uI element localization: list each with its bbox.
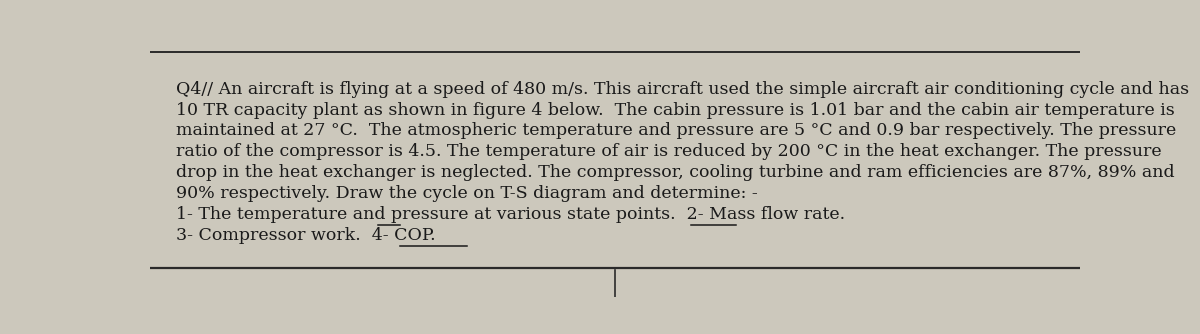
Text: 10 TR capacity plant as shown in figure 4 below.  The cabin pressure is 1.01 bar: 10 TR capacity plant as shown in figure …: [176, 102, 1175, 119]
Text: 3- Compressor work.  4- COP.: 3- Compressor work. 4- COP.: [176, 227, 436, 244]
Text: 1- The temperature and pressure at various state points.  2- Mass flow rate.: 1- The temperature and pressure at vario…: [176, 206, 845, 223]
Text: Q4// An aircraft is flying at a speed of 480 m/s. This aircraft used the simple : Q4// An aircraft is flying at a speed of…: [176, 81, 1189, 98]
Text: maintained at 27 °C.  The atmospheric temperature and pressure are 5 °C and 0.9 : maintained at 27 °C. The atmospheric tem…: [176, 123, 1176, 139]
Text: drop in the heat exchanger is neglected. The compressor, cooling turbine and ram: drop in the heat exchanger is neglected.…: [176, 164, 1175, 181]
Text: 90% respectively. Draw the cycle on T-S diagram and determine: -: 90% respectively. Draw the cycle on T-S …: [176, 185, 757, 202]
Text: ratio of the compressor is 4.5. The temperature of air is reduced by 200 °C in t: ratio of the compressor is 4.5. The temp…: [176, 143, 1162, 160]
